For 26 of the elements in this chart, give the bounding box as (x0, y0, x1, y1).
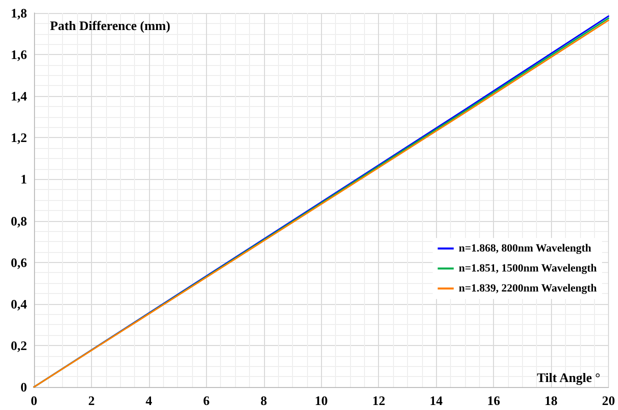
x-tick-label: 18 (544, 393, 558, 408)
y-tick-label: 1,8 (10, 6, 28, 20)
x-tick-label: 2 (88, 393, 95, 408)
x-tick-label: 20 (602, 393, 615, 408)
x-tick-label: 12 (372, 393, 386, 408)
x-tick-label: 10 (314, 393, 328, 408)
legend-label: n=1.839, 2200nm Wavelength (458, 282, 597, 294)
x-tick-label: 4 (146, 393, 153, 408)
x-tick-label: 0 (30, 393, 38, 408)
y-tick-label: 1,2 (10, 130, 27, 146)
y-tick-label: 1,4 (10, 88, 28, 104)
y-tick-label: 1,6 (10, 47, 28, 62)
y-tick-label: 0,8 (10, 213, 28, 228)
x-axis-title: Tilt Angle ° (536, 370, 600, 385)
y-tick-label: 0,2 (10, 338, 27, 353)
y-tick-label: 0,4 (10, 296, 28, 312)
x-tick-label: 16 (487, 393, 501, 408)
y-tick-label: 0,6 (10, 254, 28, 270)
y-tick-label: 1 (20, 172, 27, 187)
x-tick-label: 14 (430, 393, 444, 408)
y-tick-label: 0 (20, 380, 27, 394)
y-axis-title: Path Difference (mm) (50, 18, 170, 33)
x-tick-label: 8 (260, 393, 268, 408)
legend-label: n=1.868, 800nm Wavelength (458, 242, 592, 254)
x-tick-label: 6 (203, 393, 210, 408)
legend-label: n=1.851, 1500nm Wavelength (458, 262, 597, 274)
